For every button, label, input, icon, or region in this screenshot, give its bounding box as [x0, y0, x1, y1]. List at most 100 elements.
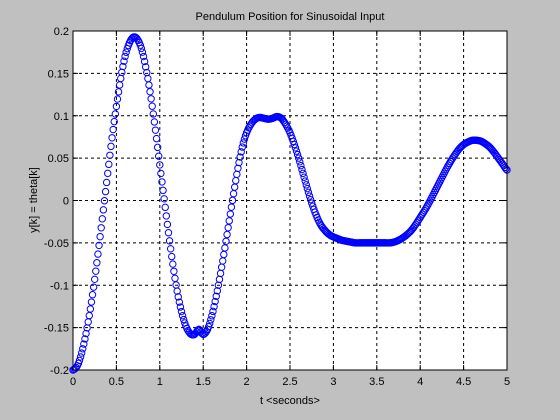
data-point: [293, 150, 302, 159]
data-point: [108, 134, 116, 142]
data-point: [211, 297, 219, 306]
x-tick-labels: 0 0.5 1 1.5 2 2.5 3 3.5 4 4.5 5: [70, 376, 510, 388]
data-point: [201, 329, 210, 337]
data-point: [150, 118, 159, 126]
data-point: [77, 349, 86, 357]
data-point: [138, 48, 147, 56]
data-point: [419, 208, 428, 217]
data-point: [151, 126, 160, 134]
data-point: [104, 169, 112, 178]
data-point: [149, 110, 157, 118]
data-point: [226, 210, 235, 218]
data-point: [79, 345, 87, 353]
y-tick-label: 0.05: [48, 153, 69, 165]
x-tick-label: 0.5: [109, 376, 124, 388]
data-point: [212, 292, 220, 300]
data-point: [112, 102, 121, 111]
data-point: [106, 151, 114, 159]
data-point: [235, 158, 243, 167]
data-point: [164, 229, 173, 237]
data-point: [100, 197, 109, 205]
x-tick-label: 3.5: [369, 376, 384, 388]
data-point: [225, 217, 233, 225]
data-point: [163, 220, 172, 229]
data-point: [308, 199, 316, 207]
data-point: [297, 161, 305, 170]
data-point: [98, 215, 106, 223]
data-point: [162, 212, 171, 220]
x-tick-label: 4: [417, 376, 423, 388]
data-point: [95, 241, 103, 250]
data-point: [236, 153, 244, 161]
data-point: [160, 195, 168, 203]
data-point: [102, 178, 111, 187]
chart-title: Pendulum Position for Sinusoidal Input: [196, 11, 385, 23]
data-point: [502, 165, 510, 173]
data-point: [80, 340, 88, 348]
x-tick-label: 1.5: [196, 376, 211, 388]
x-axis-label: t <seconds>: [260, 395, 320, 407]
x-tick-label: 2.5: [282, 376, 297, 388]
data-point: [444, 161, 453, 169]
data-point: [148, 102, 156, 110]
data-point: [178, 312, 187, 320]
y-tick-labels: -0.2 -0.15 -0.1 -0.05 0 0.05 0.1 0.15 0.2: [44, 26, 69, 377]
data-point: [157, 169, 165, 178]
data-point: [302, 181, 310, 189]
data-point: [227, 203, 236, 211]
data-point: [291, 144, 300, 152]
data-point: [170, 267, 178, 275]
data-point: [204, 322, 213, 331]
y-tick-label: 0.15: [48, 68, 69, 80]
data-point: [234, 164, 242, 172]
data-point: [99, 206, 108, 214]
data-point: [281, 120, 290, 128]
data-point: [223, 230, 231, 239]
data-point: [156, 161, 164, 169]
data-point: [152, 134, 161, 143]
grid: [73, 31, 507, 370]
data-point: [245, 124, 253, 132]
data-point: [292, 147, 301, 155]
ticks: [72, 30, 508, 371]
data-point: [75, 356, 84, 365]
data-point: [92, 267, 100, 275]
data-point: [176, 303, 185, 311]
data-point: [168, 252, 176, 261]
data-point: [145, 81, 153, 89]
data-point: [209, 307, 217, 316]
data-point: [290, 140, 299, 149]
data-point: [119, 62, 127, 71]
data-point: [87, 298, 96, 306]
data-point: [301, 177, 309, 185]
x-tick-label: 2: [244, 376, 250, 388]
data-point: [289, 137, 297, 146]
x-tick-label: 1: [157, 376, 163, 388]
data-point: [120, 57, 128, 65]
data-point: [303, 184, 312, 193]
data-point: [161, 203, 169, 212]
data-point: [179, 315, 188, 324]
data-point: [153, 143, 162, 152]
x-tick-label: 5: [504, 376, 510, 388]
y-tick-label: -0.15: [44, 323, 69, 335]
data-point: [159, 186, 167, 195]
data-point: [237, 148, 245, 156]
data-point: [166, 245, 175, 253]
y-tick-label: 0.1: [54, 111, 69, 123]
data-point: [110, 117, 118, 126]
y-tick-label: 0.2: [54, 26, 69, 38]
data-point: [207, 316, 215, 324]
data-point: [109, 125, 117, 134]
data-point: [111, 110, 120, 118]
data-point: [146, 88, 154, 96]
y-axis-label: y[k] = theta[k]: [28, 167, 40, 233]
data-point: [213, 287, 222, 295]
data-point: [304, 188, 313, 197]
data-point: [175, 298, 184, 306]
data-point: [165, 237, 174, 245]
data-point: [141, 63, 150, 71]
data-point: [222, 237, 230, 245]
data-point: [173, 287, 181, 295]
